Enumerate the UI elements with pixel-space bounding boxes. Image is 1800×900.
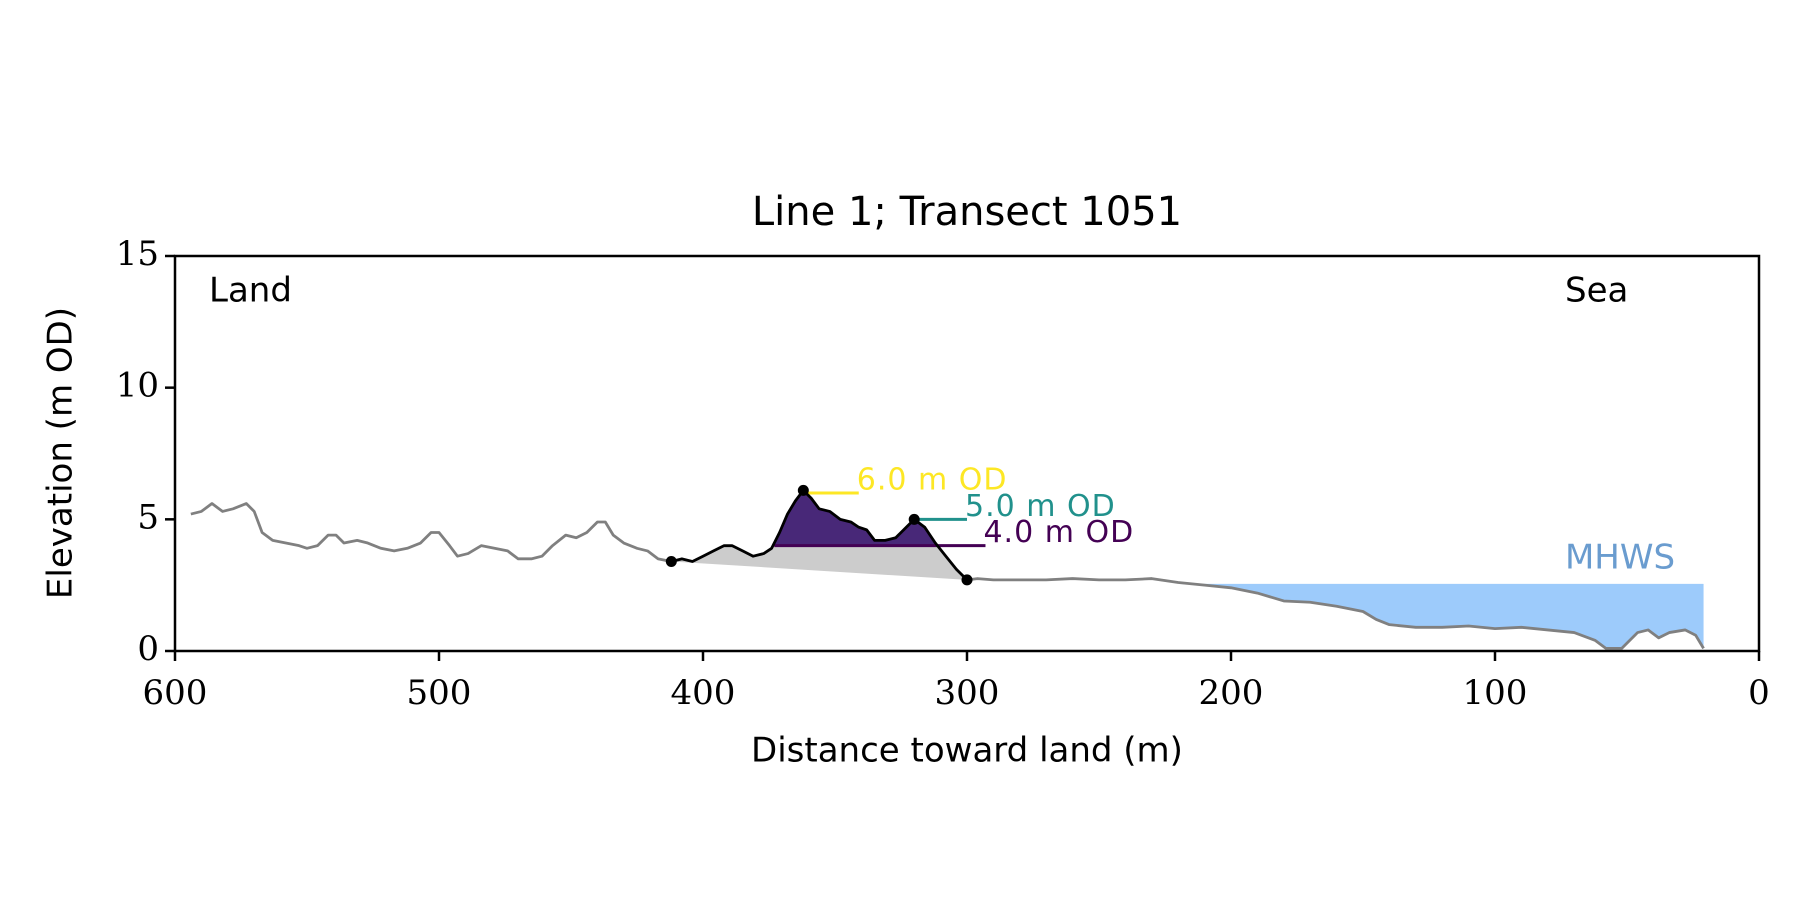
y-tick-label: 0 xyxy=(137,629,159,669)
y-tick-label: 15 xyxy=(116,234,159,274)
threshold-label: 5.0 m OD xyxy=(965,489,1116,524)
dune-marker xyxy=(665,555,677,567)
y-tick-label: 10 xyxy=(116,366,159,406)
x-tick-label: 600 xyxy=(143,673,208,713)
x-tick-label: 0 xyxy=(1748,673,1770,713)
x-tick-label: 100 xyxy=(1463,673,1528,713)
x-axis-label: Distance toward land (m) xyxy=(751,731,1183,771)
threshold-label: 6.0 m OD xyxy=(857,463,1008,498)
x-tick-label: 500 xyxy=(407,673,472,713)
x-tick-label: 400 xyxy=(671,673,736,713)
dune-fill-below xyxy=(671,545,967,580)
threshold-label: 4.0 m OD xyxy=(983,515,1134,550)
dune-marker xyxy=(961,574,973,586)
annotation: Land xyxy=(209,271,292,311)
mhws-label: MHWS xyxy=(1565,538,1675,578)
mhws-fill xyxy=(967,583,1704,649)
profile-line xyxy=(190,502,672,563)
y-axis-label: Elevation (m OD) xyxy=(41,307,81,599)
chart-title: Line 1; Transect 1051 xyxy=(752,189,1182,235)
dune-marker xyxy=(908,513,920,525)
x-tick-label: 300 xyxy=(935,673,1000,713)
profile-line xyxy=(966,577,1705,650)
dune-marker xyxy=(797,484,809,496)
y-tick-label: 5 xyxy=(137,497,159,537)
x-tick-label: 200 xyxy=(1199,673,1264,713)
annotation: Sea xyxy=(1565,271,1628,311)
